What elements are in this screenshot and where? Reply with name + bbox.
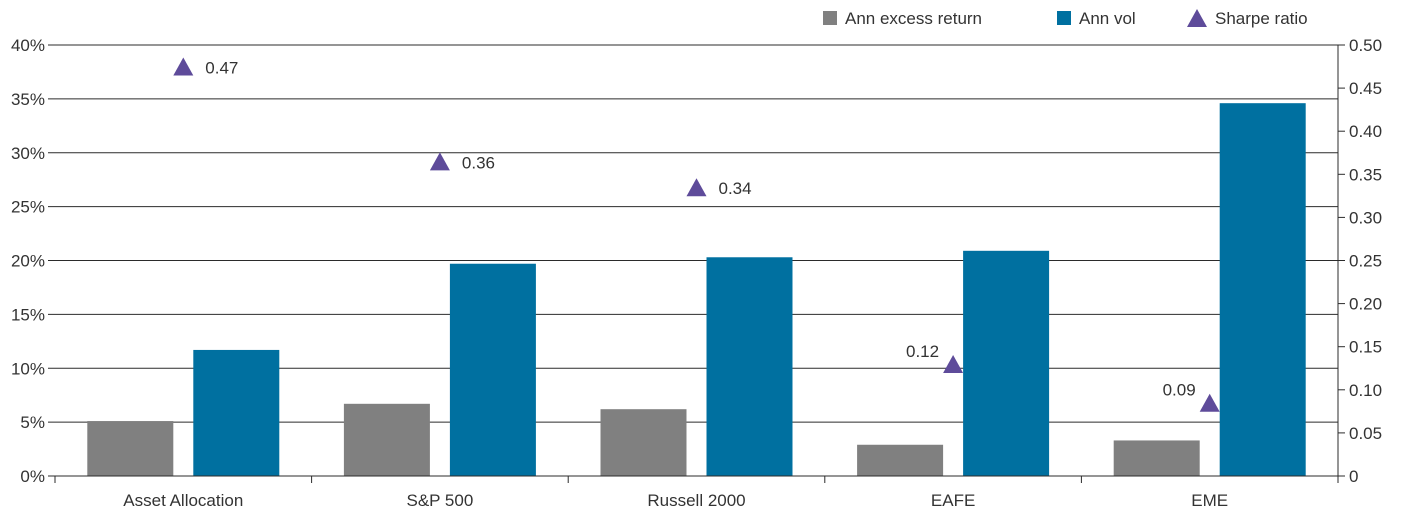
legend-swatch — [1057, 11, 1071, 25]
right-axis-tick-label: 0.25 — [1349, 252, 1382, 271]
sharpe-ratio-marker — [1199, 393, 1220, 412]
category-label: EME — [1191, 491, 1228, 510]
legend-label: Ann vol — [1079, 9, 1136, 28]
sharpe-ratio-data-label: 0.09 — [1163, 381, 1196, 400]
right-axis-tick-label: 0.30 — [1349, 208, 1382, 227]
sharpe-ratio-marker — [173, 57, 194, 76]
right-axis-tick-label: 0.10 — [1349, 381, 1382, 400]
left-axis-tick-label: 5% — [20, 413, 45, 432]
category-label: Asset Allocation — [123, 491, 243, 510]
sharpe-ratio-marker — [686, 178, 707, 197]
left-axis-tick-label: 35% — [11, 90, 45, 109]
bar-ann-excess-return — [1113, 440, 1200, 476]
left-axis-tick-label: 10% — [11, 359, 45, 378]
sharpe-ratio-data-label: 0.34 — [719, 179, 752, 198]
bars — [87, 103, 1306, 476]
sharpe-ratio-data-label: 0.12 — [906, 342, 939, 361]
category-label: EAFE — [931, 491, 975, 510]
bar-ann-vol — [963, 250, 1050, 476]
legend-label: Sharpe ratio — [1215, 9, 1308, 28]
left-axis-tick-label: 25% — [11, 198, 45, 217]
bar-ann-excess-return — [343, 403, 430, 476]
legend: Ann excess return Ann vol Sharpe ratio — [823, 9, 1308, 28]
bar-ann-excess-return — [600, 409, 687, 476]
bar-ann-excess-return — [857, 444, 944, 476]
axes: 0% 5% 10% 15% 20% 25% 30% 35% 40% 0 0.05 0.10 0.15 0.… — [11, 36, 1382, 510]
right-axis-tick-label: 0.50 — [1349, 36, 1382, 55]
bar-ann-vol — [193, 349, 280, 476]
left-axis-tick-label: 30% — [11, 144, 45, 163]
legend-label: Ann excess return — [845, 9, 982, 28]
bar-ann-vol — [706, 257, 793, 476]
right-axis-tick-label: 0.15 — [1349, 338, 1382, 357]
legend-swatch — [823, 11, 837, 25]
right-axis-tick-label: 0.20 — [1349, 295, 1382, 314]
legend-swatch — [1187, 9, 1207, 27]
sharpe-markers: 0.47 0.36 0.34 0.12 0.09 — [173, 57, 1220, 412]
right-axis-tick-label: 0.05 — [1349, 424, 1382, 443]
bar-ann-excess-return — [87, 421, 174, 476]
category-label: S&P 500 — [407, 491, 474, 510]
right-axis-tick-label: 0.45 — [1349, 79, 1382, 98]
left-axis-tick-label: 40% — [11, 36, 45, 55]
bar-ann-vol — [1219, 103, 1306, 476]
left-axis-tick-label: 15% — [11, 305, 45, 324]
category-label: Russell 2000 — [647, 491, 745, 510]
sharpe-ratio-marker — [943, 354, 964, 373]
left-axis-tick-label: 20% — [11, 252, 45, 271]
sharpe-ratio-marker — [429, 152, 450, 171]
right-axis-tick-label: 0.35 — [1349, 165, 1382, 184]
right-axis-tick-label: 0 — [1349, 467, 1358, 486]
right-axis-tick-label: 0.40 — [1349, 122, 1382, 141]
left-axis-tick-label: 0% — [20, 467, 45, 486]
sharpe-ratio-data-label: 0.36 — [462, 153, 495, 172]
sharpe-ratio-data-label: 0.47 — [205, 59, 238, 78]
bar-ann-vol — [449, 263, 536, 476]
